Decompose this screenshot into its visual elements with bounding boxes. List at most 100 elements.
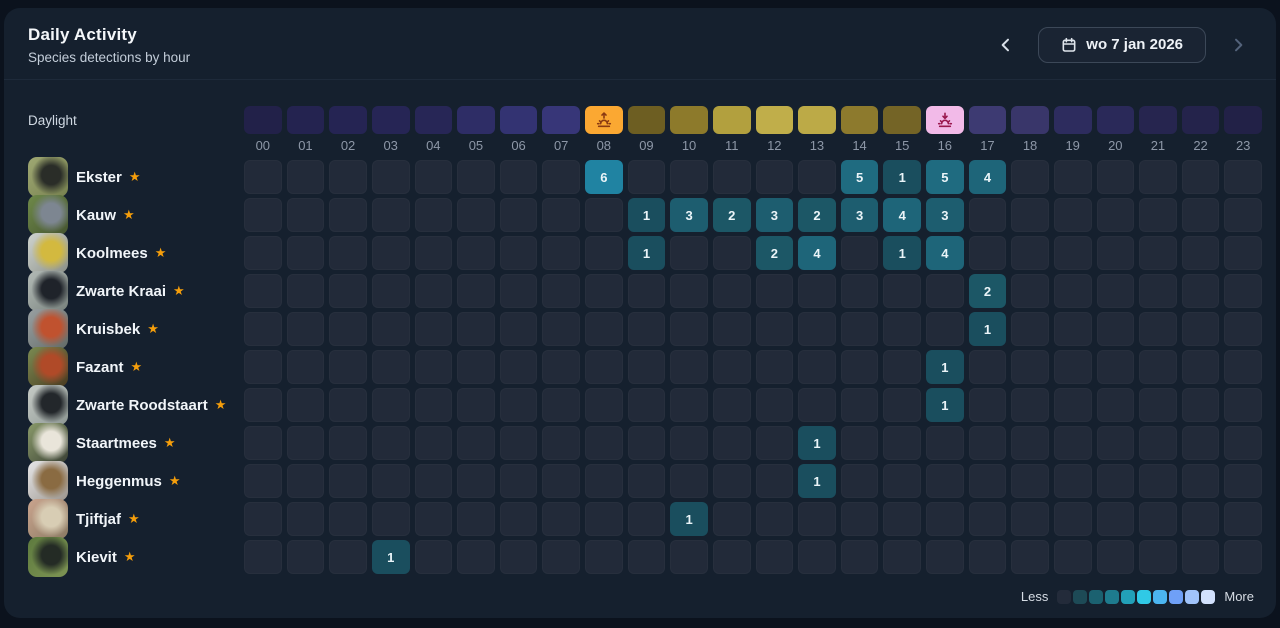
detection-cell-16 bbox=[926, 540, 964, 574]
detection-cell-00 bbox=[244, 426, 282, 460]
star-icon[interactable]: ★ bbox=[123, 207, 135, 222]
detection-cell-17[interactable]: 1 bbox=[968, 312, 1007, 346]
detection-cell-06 bbox=[499, 464, 538, 498]
species-name[interactable]: Zwarte Roodstaart bbox=[76, 396, 208, 414]
species-name[interactable]: Kievit bbox=[76, 548, 117, 566]
detection-cell-08[interactable]: 6 bbox=[585, 160, 623, 194]
detection-cell-04 bbox=[414, 464, 453, 498]
detection-cell-16[interactable]: 5 bbox=[926, 160, 964, 194]
star-icon[interactable]: ★ bbox=[214, 397, 227, 412]
species-thumbnail[interactable] bbox=[28, 537, 68, 577]
detection-cell-10[interactable]: 1 bbox=[670, 502, 708, 536]
detection-cell-14 bbox=[840, 426, 879, 460]
detection-cell-13 bbox=[798, 540, 836, 574]
detection-cell-16[interactable]: 1 bbox=[926, 350, 964, 384]
detection-cell-03 bbox=[371, 502, 410, 536]
detection-cell-19 bbox=[1053, 236, 1092, 270]
detection-cell-22 bbox=[1181, 350, 1220, 384]
detection-cell-21 bbox=[1139, 502, 1177, 536]
species-row: Ekster ★ 6 5 1 5 4 bbox=[28, 157, 1262, 197]
star-icon[interactable]: ★ bbox=[163, 435, 176, 450]
species-name[interactable]: Heggenmus bbox=[76, 472, 162, 490]
detection-cell-10[interactable]: 3 bbox=[670, 198, 708, 232]
species-thumbnail[interactable] bbox=[28, 195, 68, 235]
daylight-cell-09 bbox=[627, 106, 666, 134]
detection-cell-07 bbox=[542, 236, 580, 270]
species-name[interactable]: Fazant bbox=[76, 358, 124, 376]
detection-cell-12[interactable]: 2 bbox=[755, 236, 794, 270]
detection-cell-06 bbox=[499, 312, 538, 346]
detection-cell-12[interactable]: 3 bbox=[755, 198, 794, 232]
species-thumbnail[interactable] bbox=[28, 233, 68, 273]
detection-cell-16[interactable]: 4 bbox=[926, 236, 964, 270]
star-icon[interactable]: ★ bbox=[130, 359, 143, 374]
detection-cell-07 bbox=[542, 464, 580, 498]
detection-cell-08 bbox=[585, 464, 623, 498]
detection-cell-03 bbox=[371, 350, 410, 384]
star-icon[interactable]: ★ bbox=[123, 549, 136, 564]
detection-cell-13[interactable]: 2 bbox=[798, 198, 836, 232]
detection-cell-13[interactable]: 1 bbox=[798, 464, 836, 498]
detection-cell-16[interactable]: 3 bbox=[926, 198, 964, 232]
species-name[interactable]: Tjiftjaf bbox=[76, 510, 121, 528]
detection-cell-13[interactable]: 4 bbox=[798, 236, 836, 270]
detection-cell-04 bbox=[414, 426, 453, 460]
previous-day-button[interactable] bbox=[992, 31, 1020, 59]
detection-cell-11 bbox=[712, 350, 751, 384]
detection-cell-14 bbox=[840, 502, 879, 536]
detection-cell-09[interactable]: 1 bbox=[627, 198, 666, 232]
species-thumbnail[interactable] bbox=[28, 385, 68, 425]
species-name[interactable]: Kauw bbox=[76, 206, 117, 224]
species-name[interactable]: Koolmees bbox=[76, 244, 148, 262]
hour-label-20: 20 bbox=[1108, 138, 1123, 153]
detection-cell-07 bbox=[542, 540, 580, 574]
species-thumbnail[interactable] bbox=[28, 461, 68, 501]
star-icon[interactable]: ★ bbox=[154, 245, 167, 260]
detection-cell-16[interactable]: 1 bbox=[926, 388, 964, 422]
detection-cell-16 bbox=[926, 464, 964, 498]
species-thumbnail[interactable] bbox=[28, 423, 68, 463]
detection-cell-11[interactable]: 2 bbox=[712, 198, 751, 232]
detection-cell-15[interactable]: 4 bbox=[883, 198, 921, 232]
detection-cell-02 bbox=[329, 502, 367, 536]
species-thumbnail[interactable] bbox=[28, 271, 68, 311]
species-name[interactable]: Kruisbek bbox=[76, 320, 141, 338]
species-row: Zwarte Kraai ★ 2 bbox=[28, 271, 1262, 311]
date-picker-button[interactable]: wo 7 jan 2026 bbox=[1038, 26, 1206, 63]
header-titles: Daily Activity Species detections by hou… bbox=[28, 25, 190, 65]
species-rows: Ekster ★ 6 5 1 5 4 Kauw ★ 1 3 2 3 2 3 4 3 Koolmees ★ 1 2 4 1 4 Z… bbox=[28, 157, 1262, 577]
hour-label-23: 23 bbox=[1235, 138, 1251, 153]
detection-cell-17[interactable]: 4 bbox=[968, 160, 1007, 194]
species-name[interactable]: Ekster bbox=[76, 168, 122, 186]
hour-label-02: 02 bbox=[340, 138, 356, 153]
species-thumbnail[interactable] bbox=[28, 347, 68, 387]
star-icon[interactable]: ★ bbox=[128, 511, 140, 526]
species-name[interactable]: Zwarte Kraai bbox=[76, 282, 167, 300]
species-row: Zwarte Roodstaart ★ 1 bbox=[28, 385, 1262, 425]
detection-cell-04 bbox=[414, 388, 453, 422]
species-thumbnail[interactable] bbox=[28, 499, 68, 539]
species-thumbnail[interactable] bbox=[28, 157, 68, 197]
detection-cell-03[interactable]: 1 bbox=[371, 540, 410, 574]
detection-cell-13[interactable]: 1 bbox=[798, 426, 836, 460]
detection-cell-15[interactable]: 1 bbox=[883, 160, 921, 194]
detection-cell-17[interactable]: 2 bbox=[968, 274, 1007, 308]
star-icon[interactable]: ★ bbox=[128, 169, 141, 184]
daylight-cell-20 bbox=[1096, 106, 1135, 134]
detection-cell-14[interactable]: 3 bbox=[840, 198, 879, 232]
detection-cell-06 bbox=[499, 274, 538, 308]
star-icon[interactable]: ★ bbox=[147, 321, 159, 336]
detection-cell-15[interactable]: 1 bbox=[883, 236, 921, 270]
hour-axis: 00 01 02 03 04 05 06 07 08 09 10 11 12 13 14 15 16 17 18 19… bbox=[28, 138, 1262, 153]
next-day-button[interactable] bbox=[1224, 31, 1252, 59]
detection-cell-13 bbox=[798, 312, 836, 346]
species-name[interactable]: Staartmees bbox=[76, 434, 157, 452]
detection-cell-18 bbox=[1011, 426, 1049, 460]
star-icon[interactable]: ★ bbox=[168, 473, 181, 488]
hour-label-19: 19 bbox=[1065, 138, 1080, 153]
star-icon[interactable]: ★ bbox=[173, 283, 185, 298]
detection-cell-09[interactable]: 1 bbox=[627, 236, 666, 270]
daylight-row: Daylight bbox=[28, 106, 1262, 134]
detection-cell-14[interactable]: 5 bbox=[840, 160, 879, 194]
species-thumbnail[interactable] bbox=[28, 309, 68, 349]
